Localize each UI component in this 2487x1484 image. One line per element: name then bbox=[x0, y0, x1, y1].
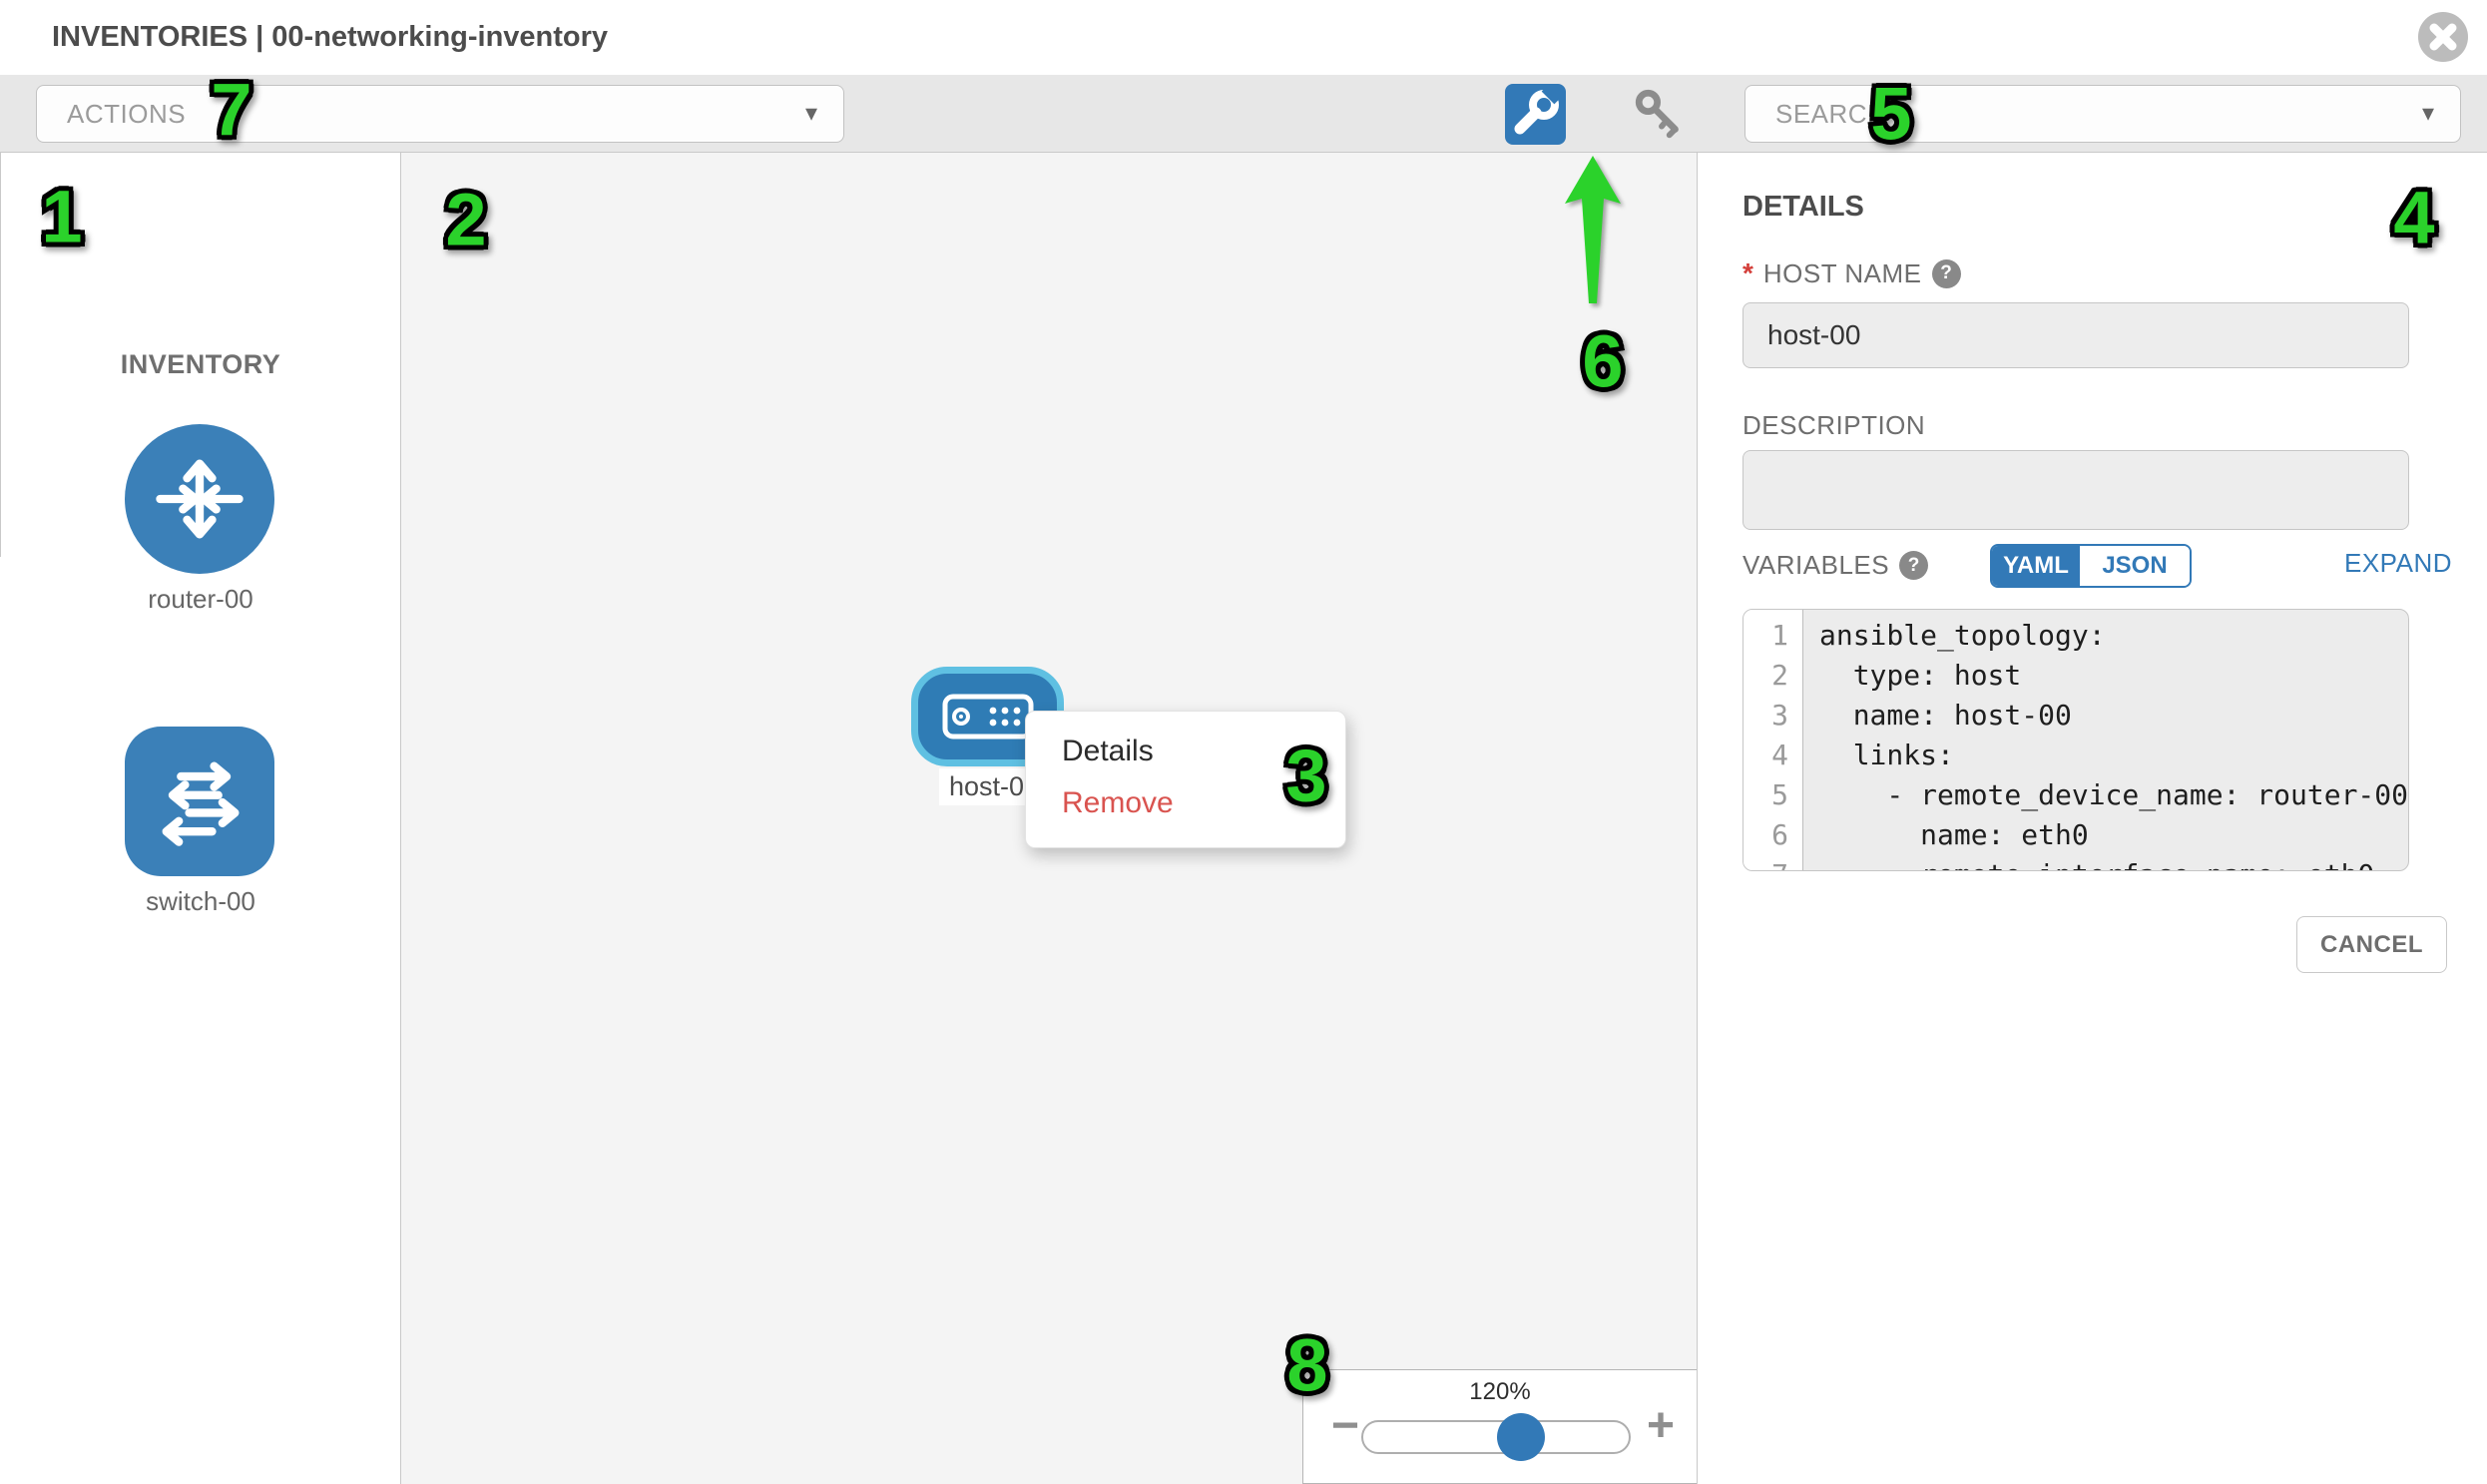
line-number: 6 bbox=[1771, 818, 1788, 851]
inventory-header: INVENTORY bbox=[120, 349, 281, 379]
title-bar: INVENTORIES | 00-networking-inventory bbox=[0, 0, 2487, 75]
node-context-menu: Details Remove bbox=[1025, 711, 1346, 848]
help-question-icon[interactable] bbox=[1899, 551, 1929, 580]
toggle-yaml[interactable]: YAML bbox=[1992, 546, 2080, 586]
line-number: 1 bbox=[1771, 619, 1788, 652]
variables-row: VARIABLES YAML JSON EXPAND bbox=[1742, 544, 2454, 588]
details-heading: DETAILS bbox=[1742, 191, 1864, 223]
cancel-button[interactable]: CANCEL bbox=[2296, 916, 2447, 973]
wrench-icon bbox=[1514, 82, 1564, 135]
zoom-slider-track[interactable] bbox=[1361, 1420, 1631, 1454]
zoom-in-button[interactable]: + bbox=[1646, 1399, 1676, 1452]
close-icon[interactable] bbox=[2417, 11, 2469, 63]
code-line: name: eth0 bbox=[1818, 818, 2089, 851]
page-title: INVENTORIES | 00-networking-inventory bbox=[52, 21, 609, 53]
required-asterisk: * bbox=[1742, 257, 1753, 288]
zoom-out-button[interactable]: − bbox=[1330, 1399, 1360, 1452]
context-menu-item-remove[interactable]: Remove bbox=[1062, 786, 1174, 819]
variables-format-toggle: YAML JSON bbox=[1990, 544, 2192, 588]
description-input[interactable] bbox=[1742, 450, 2409, 530]
palette-item-switch[interactable] bbox=[125, 727, 274, 876]
chevron-down-icon: ▾ bbox=[2421, 100, 2434, 127]
zoom-slider-thumb[interactable] bbox=[1497, 1413, 1545, 1461]
zoom-control: 120% − + bbox=[1302, 1369, 1698, 1484]
key-icon bbox=[1635, 89, 1679, 139]
configure-wrench-button[interactable] bbox=[1505, 82, 1566, 145]
sidebar-left-border bbox=[0, 153, 1, 557]
host-name-label: HOST NAME bbox=[1762, 257, 1922, 288]
details-panel: DETAILS * HOST NAME DESCRIPTION VARIABLE… bbox=[1697, 153, 2487, 1484]
topology-canvas[interactable]: host-00 Details Remove 120% − + bbox=[401, 153, 1698, 1484]
palette-item-label: switch-00 bbox=[146, 886, 255, 916]
context-menu-item-details[interactable]: Details bbox=[1062, 735, 1154, 767]
code-line: links: bbox=[1818, 739, 1954, 771]
toolbar: ACTIONS ▾ SEARCH ▾ bbox=[0, 75, 2487, 153]
zoom-level-value: 120% bbox=[1469, 1378, 1531, 1405]
help-question-icon[interactable] bbox=[1931, 258, 1961, 288]
toggle-json[interactable]: JSON bbox=[2080, 546, 2190, 586]
line-number: 7 bbox=[1743, 855, 1788, 870]
switch-icon bbox=[162, 761, 240, 846]
expand-link[interactable]: EXPAND bbox=[2344, 548, 2452, 578]
variables-label: VARIABLES bbox=[1742, 550, 1890, 580]
editor-code-area[interactable]: ansible_topology: type: host name: host-… bbox=[1803, 610, 2408, 870]
inventory-sidebar: INVENTORY router-00 bbox=[0, 153, 401, 1484]
search-dropdown-label: SEARCH bbox=[1775, 99, 1887, 129]
code-line: type: host bbox=[1818, 659, 2022, 692]
line-number: 4 bbox=[1771, 739, 1788, 771]
actions-dropdown[interactable]: ACTIONS ▾ bbox=[36, 85, 844, 143]
search-dropdown[interactable]: SEARCH ▾ bbox=[1744, 85, 2461, 143]
host-name-input[interactable] bbox=[1742, 302, 2409, 368]
host-icon bbox=[942, 694, 1033, 740]
line-number: 3 bbox=[1771, 699, 1788, 732]
code-line: name: host-00 bbox=[1818, 699, 2072, 732]
palette-item-router[interactable] bbox=[125, 424, 274, 574]
host-name-label-row: * HOST NAME bbox=[1742, 257, 1961, 289]
code-line: ansible_topology: bbox=[1818, 619, 2106, 652]
code-line: - remote_device_name: router-00 bbox=[1818, 778, 2408, 811]
line-number: 5 bbox=[1771, 778, 1788, 811]
editor-line-numbers: 1 2 3 4 5 6 7 bbox=[1743, 610, 1803, 870]
router-icon bbox=[156, 459, 244, 539]
description-label-row: DESCRIPTION bbox=[1742, 410, 1925, 441]
line-number: 2 bbox=[1771, 659, 1788, 692]
credentials-key-button[interactable] bbox=[1631, 86, 1691, 144]
code-line: remote_interface_name: eth0 bbox=[1819, 855, 2408, 870]
palette-item-label: router-00 bbox=[148, 584, 253, 614]
chevron-down-icon: ▾ bbox=[804, 100, 817, 127]
variables-code-editor: 1 2 3 4 5 6 7 ansible_topology: type: ho… bbox=[1742, 609, 2409, 871]
actions-dropdown-label: ACTIONS bbox=[67, 99, 187, 129]
description-label: DESCRIPTION bbox=[1742, 410, 1926, 440]
